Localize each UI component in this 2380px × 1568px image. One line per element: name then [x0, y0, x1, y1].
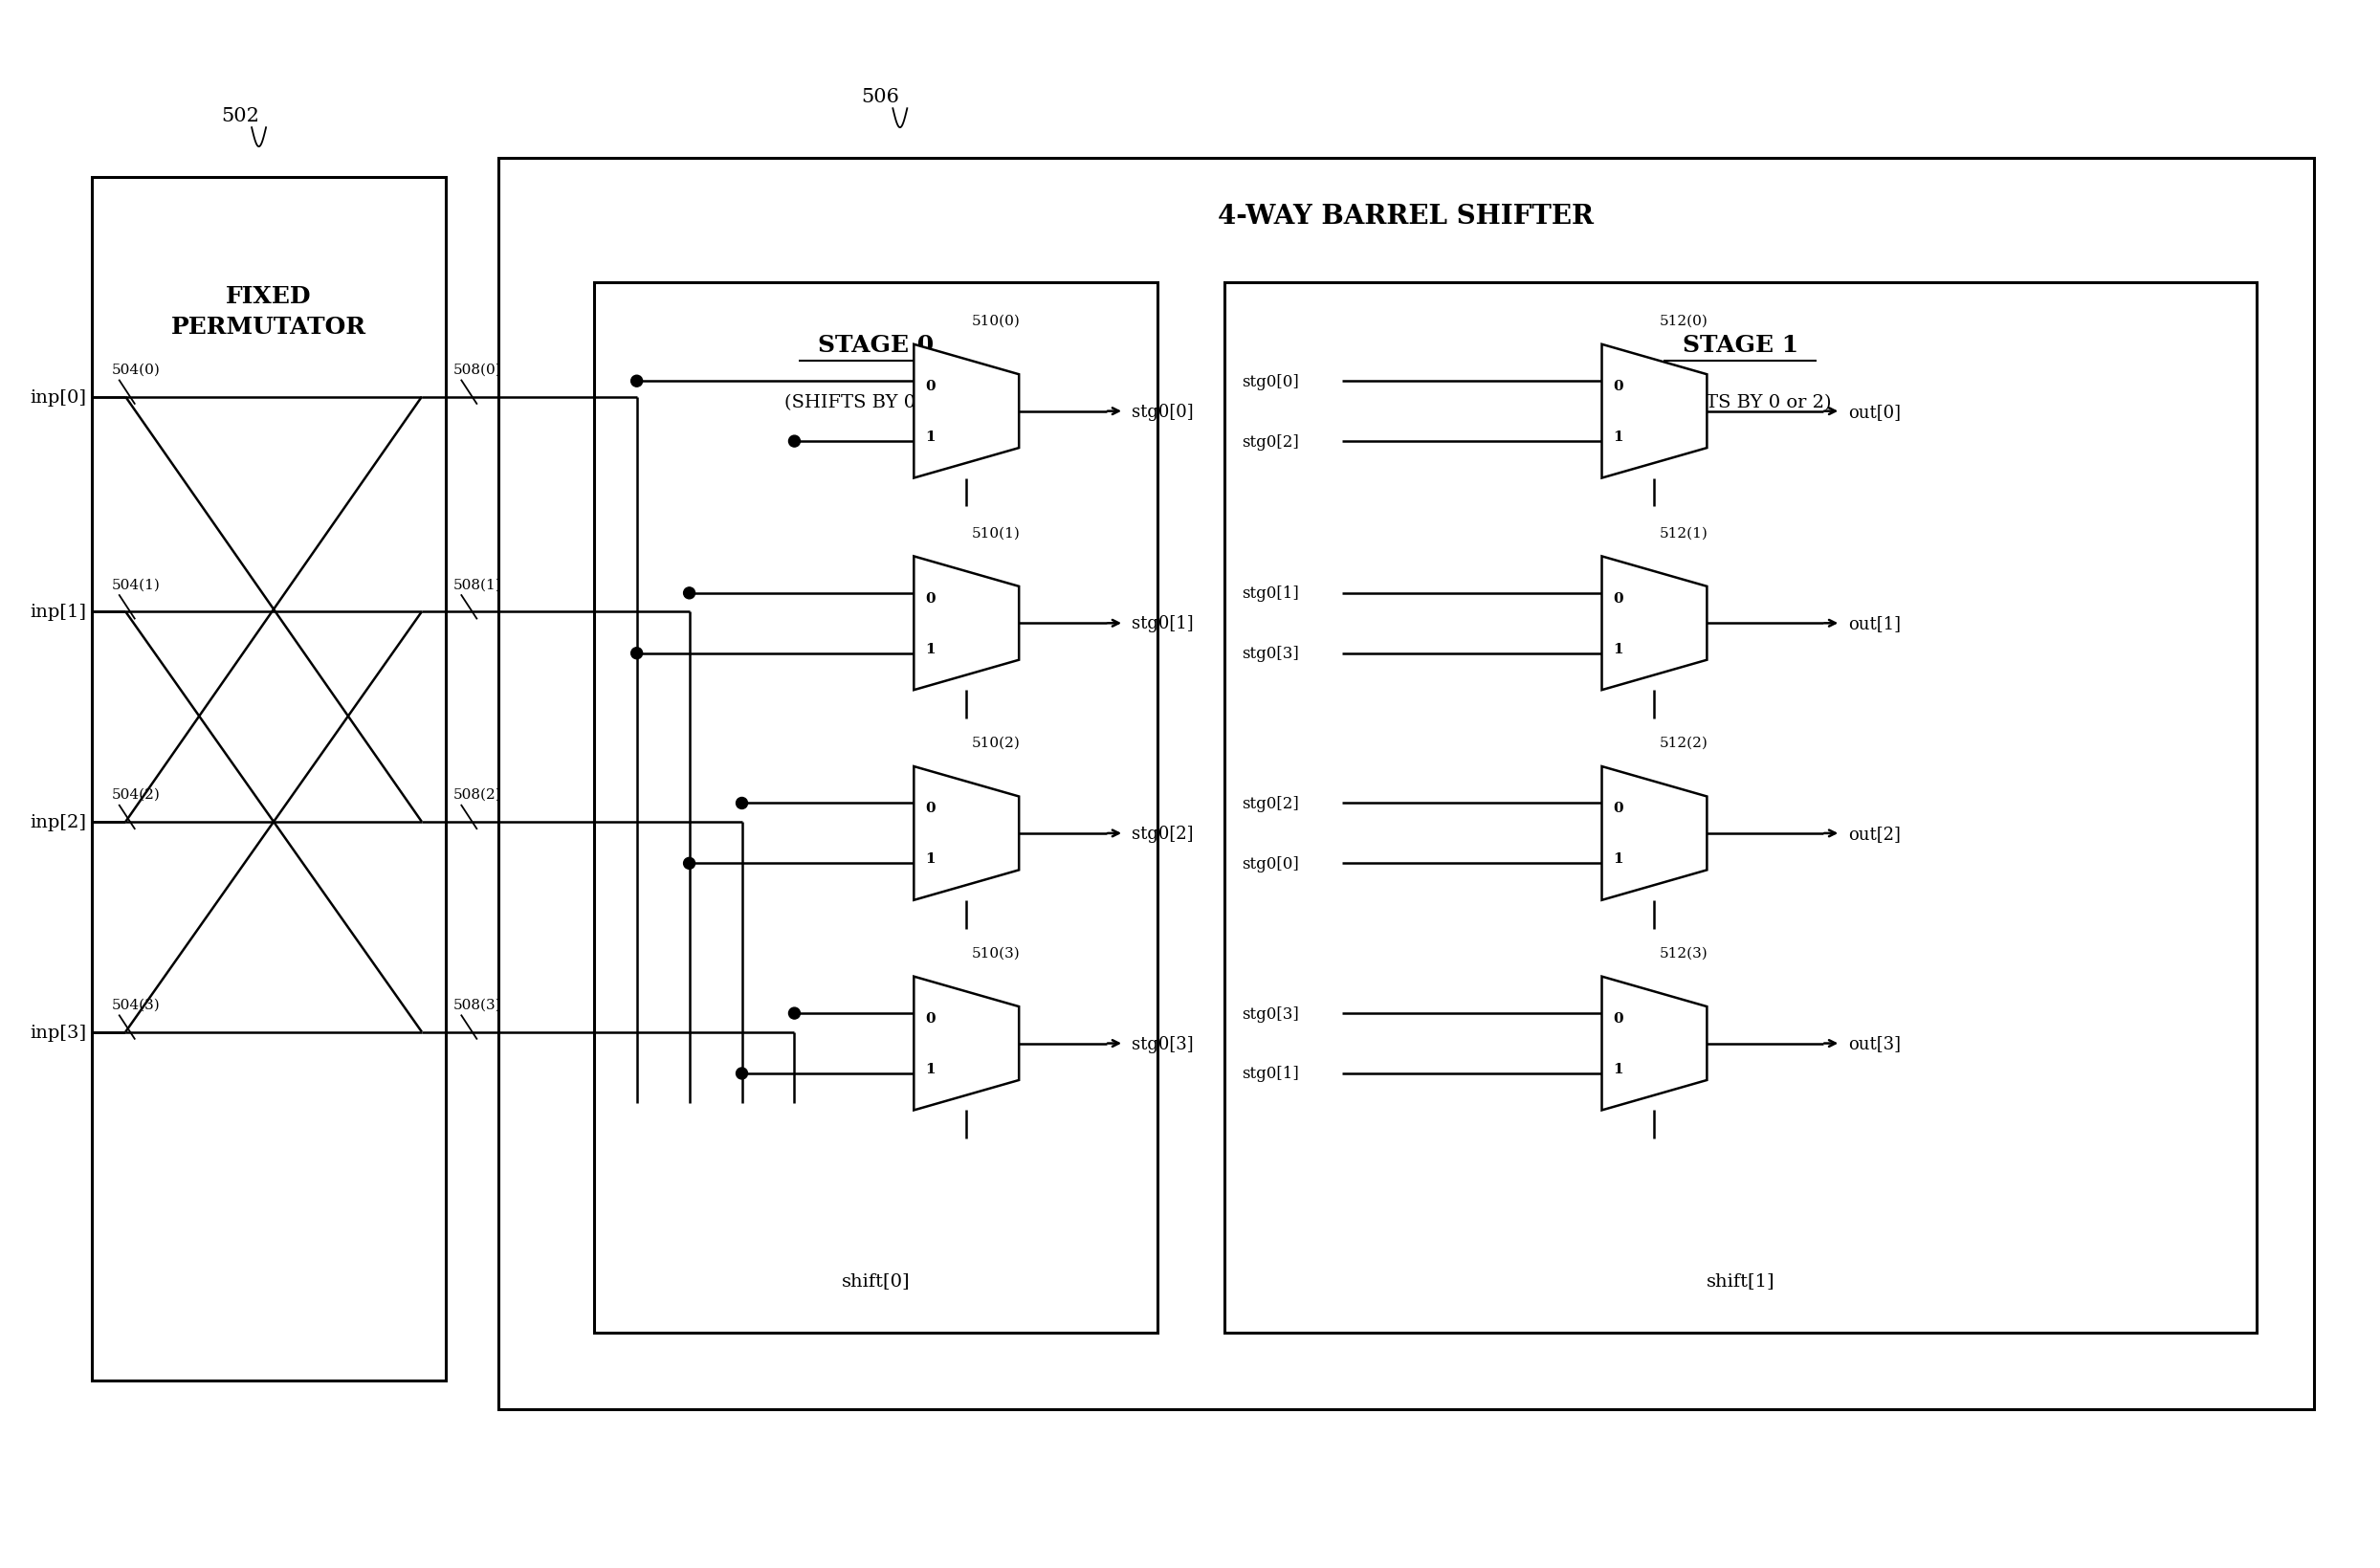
Text: 1: 1: [1614, 643, 1623, 655]
Text: 508(0): 508(0): [452, 364, 502, 376]
Polygon shape: [914, 345, 1019, 478]
Circle shape: [631, 648, 643, 660]
Text: 0: 0: [1614, 1011, 1623, 1025]
Bar: [497, 158, 2313, 1410]
Text: 512(1): 512(1): [1659, 527, 1709, 539]
Text: inp[0]: inp[0]: [31, 389, 86, 406]
Text: shift[1]: shift[1]: [1706, 1272, 1775, 1289]
Text: 508(1): 508(1): [452, 579, 502, 591]
Text: 1: 1: [926, 643, 935, 655]
Text: stg0[1]: stg0[1]: [1242, 585, 1299, 602]
Text: 0: 0: [926, 591, 935, 605]
Bar: [93, 177, 445, 1380]
Text: stg0[0]: stg0[0]: [1133, 403, 1192, 420]
Text: 504(0): 504(0): [112, 364, 159, 376]
Circle shape: [631, 376, 643, 387]
Text: 510(0): 510(0): [971, 314, 1021, 328]
Text: 504(1): 504(1): [112, 579, 159, 591]
Text: stg0[2]: stg0[2]: [1133, 825, 1192, 842]
Polygon shape: [1602, 345, 1706, 478]
Circle shape: [735, 1068, 747, 1079]
Text: 0: 0: [926, 379, 935, 394]
Polygon shape: [914, 767, 1019, 900]
Text: out[1]: out[1]: [1849, 615, 1902, 632]
Circle shape: [683, 588, 695, 599]
Text: stg0[3]: stg0[3]: [1133, 1035, 1192, 1052]
Text: stg0[3]: stg0[3]: [1242, 1005, 1299, 1022]
Polygon shape: [914, 557, 1019, 690]
Text: 0: 0: [1614, 379, 1623, 394]
Text: 0: 0: [1614, 591, 1623, 605]
Text: 512(2): 512(2): [1659, 737, 1709, 750]
Text: stg0[0]: stg0[0]: [1242, 373, 1299, 390]
Text: 510(3): 510(3): [971, 946, 1019, 960]
Text: 1: 1: [1614, 1062, 1623, 1076]
Circle shape: [735, 798, 747, 809]
Circle shape: [683, 858, 695, 869]
Polygon shape: [914, 977, 1019, 1110]
Text: (SHIFTS BY 0 or 2): (SHIFTS BY 0 or 2): [1649, 394, 1833, 411]
Text: stg0[2]: stg0[2]: [1242, 434, 1299, 450]
Text: 510(2): 510(2): [971, 737, 1021, 750]
Text: 1: 1: [1614, 431, 1623, 444]
Text: 1: 1: [1614, 853, 1623, 866]
Text: STAGE 1: STAGE 1: [1683, 334, 1799, 356]
Text: out[0]: out[0]: [1849, 403, 1902, 420]
Text: 512(0): 512(0): [1659, 314, 1709, 328]
Text: FIXED
PERMUTATOR: FIXED PERMUTATOR: [171, 285, 367, 339]
Text: 508(2): 508(2): [452, 787, 502, 801]
Text: 504(3): 504(3): [112, 997, 159, 1011]
Text: stg0[2]: stg0[2]: [1242, 795, 1299, 812]
Text: 512(3): 512(3): [1659, 946, 1709, 960]
Text: 0: 0: [926, 801, 935, 815]
Text: 504(2): 504(2): [112, 787, 159, 801]
Text: out[3]: out[3]: [1849, 1035, 1902, 1052]
Text: 1: 1: [926, 853, 935, 866]
Circle shape: [788, 1008, 800, 1019]
Text: (SHIFTS BY 0 or 1): (SHIFTS BY 0 or 1): [785, 394, 966, 411]
Text: 508(3): 508(3): [452, 997, 502, 1011]
Text: stg0[1]: stg0[1]: [1133, 615, 1192, 632]
Circle shape: [788, 436, 800, 447]
Text: inp[1]: inp[1]: [31, 604, 86, 621]
Text: 1: 1: [926, 431, 935, 444]
Text: inp[2]: inp[2]: [31, 814, 86, 831]
Text: stg0[1]: stg0[1]: [1242, 1066, 1299, 1082]
Text: 506: 506: [862, 88, 900, 107]
Bar: [1223, 282, 2256, 1333]
Text: out[2]: out[2]: [1849, 825, 1902, 842]
Text: STAGE 0: STAGE 0: [819, 334, 933, 356]
Polygon shape: [1602, 977, 1706, 1110]
Text: stg0[0]: stg0[0]: [1242, 856, 1299, 872]
Text: 0: 0: [926, 1011, 935, 1025]
Text: inp[3]: inp[3]: [31, 1024, 86, 1041]
Text: 0: 0: [1614, 801, 1623, 815]
Text: 1: 1: [926, 1062, 935, 1076]
Text: stg0[3]: stg0[3]: [1242, 646, 1299, 662]
Text: shift[0]: shift[0]: [843, 1272, 909, 1289]
Text: 4-WAY BARREL SHIFTER: 4-WAY BARREL SHIFTER: [1219, 204, 1595, 229]
Polygon shape: [1602, 767, 1706, 900]
Polygon shape: [1602, 557, 1706, 690]
Text: 502: 502: [221, 107, 259, 125]
Bar: [593, 282, 1157, 1333]
Text: 510(1): 510(1): [971, 527, 1021, 539]
